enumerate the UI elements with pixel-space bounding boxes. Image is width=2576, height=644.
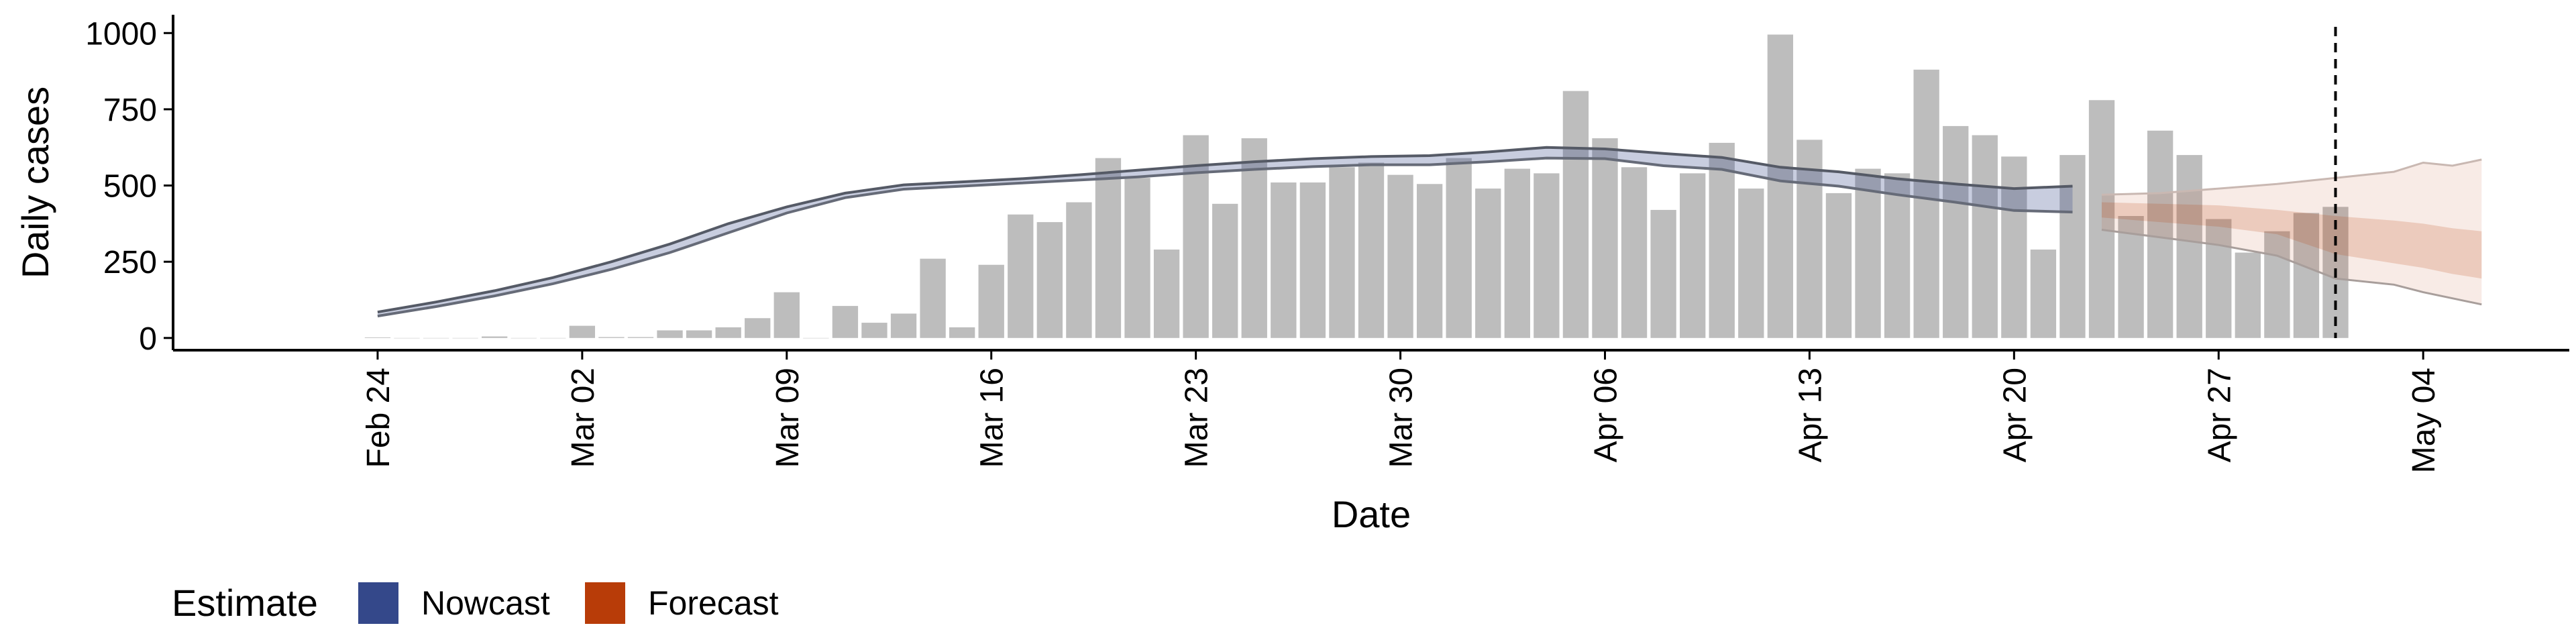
bar [1562, 91, 1589, 338]
bar [1796, 140, 1823, 338]
nowcast-upper-line [377, 146, 2073, 314]
bar [890, 313, 917, 338]
bar [2088, 100, 2115, 338]
bar [1212, 203, 1238, 338]
bar [1124, 178, 1150, 338]
x-tick-label: Apr 27 [2202, 368, 2237, 462]
forecast-inner-band [2102, 202, 2482, 279]
bar [2030, 250, 2057, 338]
bar [1825, 193, 1852, 338]
x-tick-label: Mar 09 [770, 368, 806, 468]
nowcast-band [377, 147, 2073, 317]
x-tick-label: Mar 23 [1179, 368, 1215, 468]
x-tick-label: Feb 24 [361, 368, 396, 468]
bar [1299, 182, 1326, 338]
bar [1475, 189, 1501, 338]
bar [1855, 168, 1881, 338]
x-tick-label: Mar 30 [1384, 368, 1419, 468]
x-tick-label: Apr 20 [1997, 368, 2033, 462]
x-tick-label: Mar 02 [566, 368, 601, 468]
bar [2264, 231, 2290, 338]
bar [2293, 213, 2320, 338]
y-tick-label: 0 [139, 321, 157, 357]
bar [1036, 222, 1063, 338]
bar [1621, 167, 1648, 338]
legend-label-nowcast: Nowcast [421, 584, 550, 622]
bar [1504, 168, 1530, 338]
legend-swatch-forecast [585, 582, 625, 624]
bar [686, 330, 712, 338]
bar [1913, 69, 1939, 338]
bar [2118, 216, 2144, 338]
bar [1709, 142, 1735, 338]
bar [2001, 156, 2027, 338]
bar [657, 330, 683, 338]
x-tick-label: Apr 06 [1588, 368, 1623, 462]
x-tick-label: Apr 13 [1792, 368, 1828, 462]
y-axis-title: Daily cases [14, 87, 56, 278]
bar [803, 337, 829, 339]
bar [832, 306, 859, 338]
bar [1329, 167, 1355, 338]
y-tick-label: 750 [103, 93, 157, 128]
legend-swatch-nowcast [358, 582, 398, 624]
bar [1095, 158, 1122, 338]
bar [1183, 135, 1209, 338]
bar [1066, 202, 1092, 338]
bar [1008, 214, 1034, 338]
bar [978, 264, 1004, 338]
forecast-outer-band [2102, 159, 2482, 305]
bar [949, 327, 975, 338]
y-tick-label: 500 [103, 169, 157, 205]
bar [1943, 125, 1969, 338]
legend-label-forecast: Forecast [648, 584, 779, 622]
bar [511, 337, 537, 339]
bar [569, 325, 596, 338]
bar [2235, 252, 2261, 338]
bar [1153, 250, 1180, 338]
bar [2059, 155, 2086, 338]
bar [1884, 173, 1911, 338]
bar [1358, 162, 1385, 338]
bar [920, 258, 946, 338]
bar [482, 336, 508, 338]
bar [2147, 130, 2174, 338]
bar [452, 337, 478, 339]
x-tick-label: Mar 16 [975, 368, 1010, 468]
bar [861, 323, 888, 338]
bar [423, 337, 449, 339]
nowcast-lower-line [377, 156, 2073, 318]
bar [1680, 173, 1706, 338]
x-axis-title: Date [1332, 493, 1411, 535]
y-tick-label: 1000 [85, 16, 157, 52]
forecast-lower-line [2101, 229, 2482, 306]
bar [2206, 219, 2232, 338]
axes: 0 250 500 750 1000 Feb 24 Mar 02 Mar 09 Mar 16 Ma… [85, 15, 2569, 473]
legend-title: Estimate [172, 582, 318, 624]
bar [1241, 138, 1267, 338]
bar [394, 337, 420, 339]
bar [745, 318, 771, 338]
bar [1271, 182, 1297, 338]
bar [1767, 34, 1794, 338]
y-tick-label: 250 [103, 245, 157, 280]
bar [540, 337, 566, 339]
bar [1738, 189, 1764, 338]
legend: Estimate Nowcast Forecast [172, 582, 779, 624]
bar [1650, 209, 1676, 338]
bar [2176, 155, 2202, 338]
bar [773, 292, 800, 338]
bar [1416, 184, 1443, 338]
bar [1446, 158, 1472, 338]
bar [1592, 138, 1618, 338]
bar [715, 327, 741, 338]
bar [1972, 135, 1998, 338]
bar [364, 337, 391, 338]
x-tick-label: May 04 [2406, 368, 2442, 473]
bar [1387, 174, 1413, 338]
plot-area [364, 27, 2482, 339]
bar [1534, 173, 1560, 338]
